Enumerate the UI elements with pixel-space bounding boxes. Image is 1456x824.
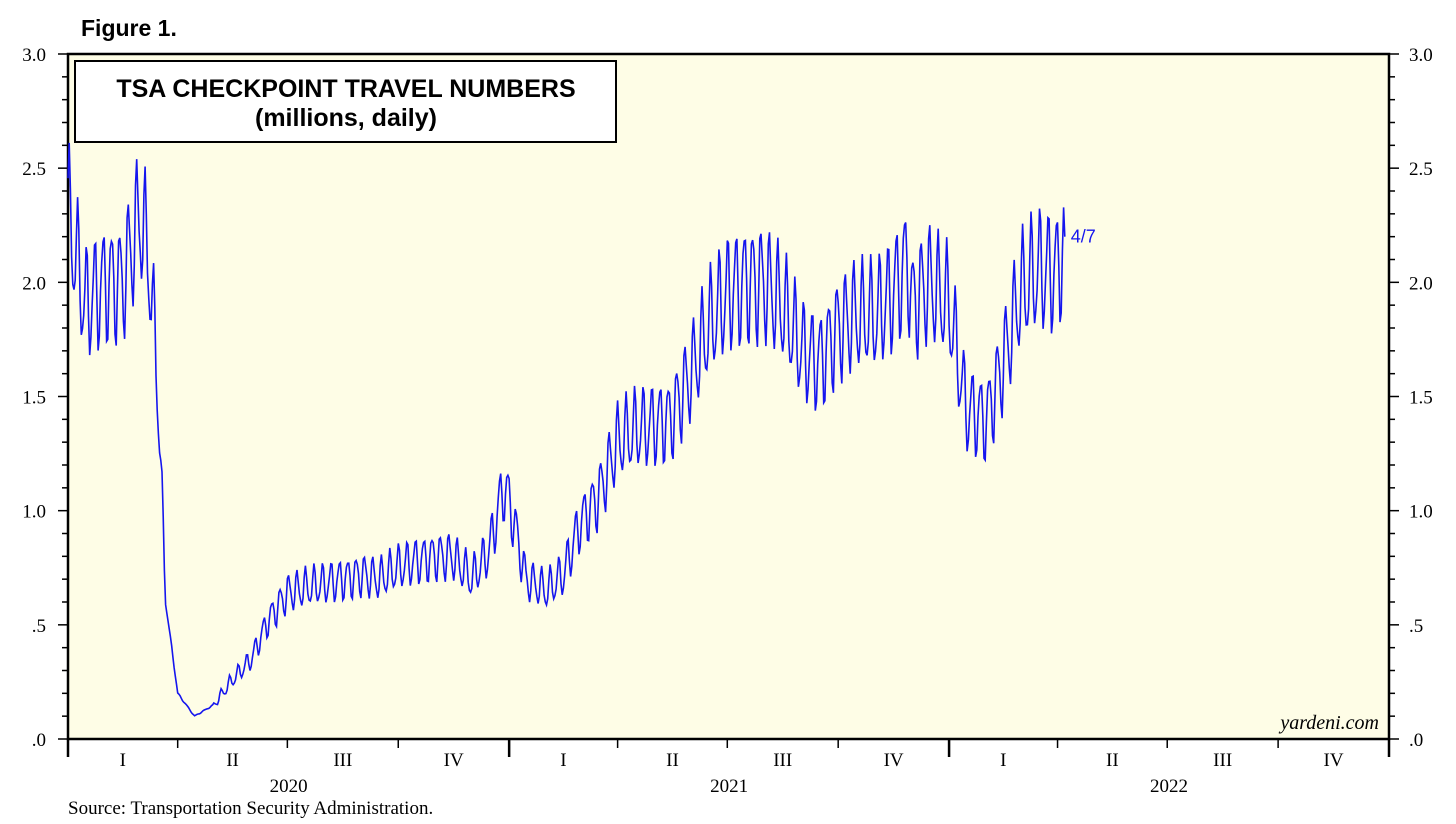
y-tick-label-right: 2.5 xyxy=(1409,159,1433,180)
quarter-label: III xyxy=(1213,750,1232,771)
y-tick-label-right: 1.0 xyxy=(1409,502,1433,523)
y-axis-right: .0 .5 1.0 1.5 2.0 2.5 3.0 xyxy=(1389,45,1433,751)
quarter-label: IV xyxy=(444,750,464,771)
year-label: 2021 xyxy=(710,776,748,797)
y-tick-label-left: 3.0 xyxy=(22,45,46,66)
y-axis-left: .0 .5 1.0 1.5 2.0 2.5 3.0 xyxy=(22,45,68,751)
y-tick-label-right: 3.0 xyxy=(1409,45,1433,66)
title-box xyxy=(74,60,617,143)
quarter-label: IV xyxy=(884,750,904,771)
chart-title: TSA CHECKPOINT TRAVEL NUMBERS xyxy=(116,75,575,103)
credit-label: yardeni.com xyxy=(1278,712,1379,734)
y-tick-label-left: 1.5 xyxy=(22,388,46,409)
quarter-label: I xyxy=(560,750,566,771)
quarter-label: III xyxy=(333,750,352,771)
quarter-label: I xyxy=(1000,750,1006,771)
y-tick-label-right: .0 xyxy=(1409,730,1423,751)
year-label: 2020 xyxy=(270,776,308,797)
source-note: Source: Transportation Security Administ… xyxy=(68,798,433,819)
year-label: 2022 xyxy=(1150,776,1188,797)
chart-subtitle: (millions, daily) xyxy=(255,104,437,132)
quarter-label: III xyxy=(773,750,792,771)
plot-area xyxy=(66,52,1391,741)
quarter-label: IV xyxy=(1324,750,1344,771)
y-tick-label-right: 1.5 xyxy=(1409,388,1433,409)
y-tick-label-right: 2.0 xyxy=(1409,273,1433,294)
y-tick-label-left: .5 xyxy=(32,616,46,637)
y-tick-label-left: 1.0 xyxy=(22,502,46,523)
figure-label: Figure 1. xyxy=(81,15,177,41)
y-tick-label-left: .0 xyxy=(32,730,46,751)
last-data-label: 4/7 xyxy=(1071,227,1096,247)
series-line-tsa xyxy=(67,142,1066,717)
quarter-label: I xyxy=(120,750,126,771)
y-tick-label-left: 2.0 xyxy=(22,273,46,294)
quarter-label: II xyxy=(1106,750,1119,771)
quarter-label: II xyxy=(226,750,239,771)
y-tick-label-left: 2.5 xyxy=(22,159,46,180)
y-tick-label-right: .5 xyxy=(1409,616,1423,637)
quarter-label: II xyxy=(666,750,679,771)
